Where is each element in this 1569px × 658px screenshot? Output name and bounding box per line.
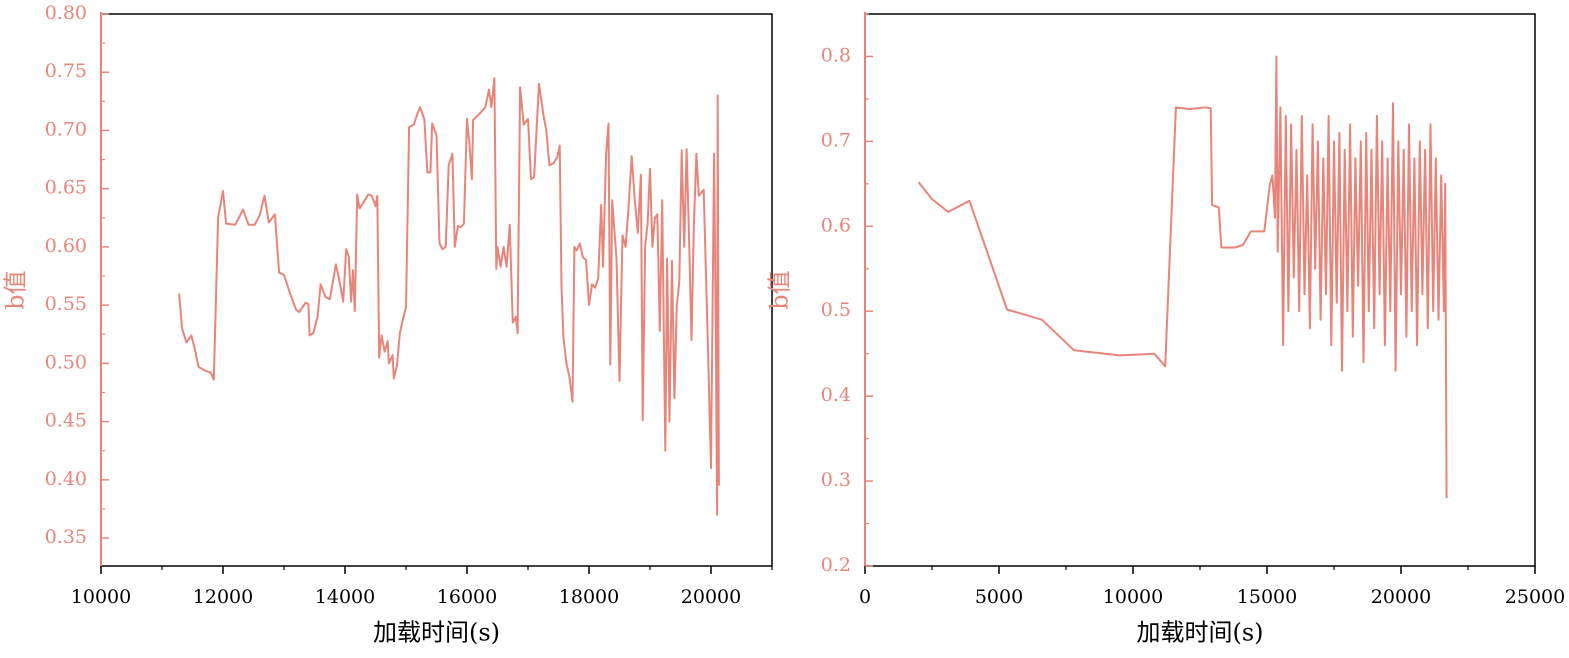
y-tick-label: 0.6 [821,214,851,236]
x-tick-label: 25000 [1505,586,1565,608]
y-tick-label: 0.4 [821,384,851,406]
x-axis-label: 加载时间(s) [1136,619,1263,647]
y-tick-label: 0.65 [45,177,87,199]
y-tick-label: 0.55 [45,293,87,315]
y-tick-label: 0.70 [45,118,87,140]
y-tick-label: 0.3 [821,469,851,491]
x-tick-label: 5000 [975,586,1023,608]
y-tick-label: 0.40 [45,468,87,490]
y-tick-label: 0.45 [45,410,87,432]
x-tick-label: 20000 [1371,586,1431,608]
y-tick-label: 0.35 [45,526,87,548]
x-tick-label: 18000 [559,586,619,608]
y-tick-label: 0.50 [45,351,87,373]
y-tick-label: 0.80 [45,2,87,24]
y-tick-label: 0.75 [45,60,87,82]
y-tick-label: 0.8 [821,44,851,66]
x-axis-label: 加载时间(s) [373,619,500,647]
x-tick-label: 14000 [315,586,375,608]
data-line [178,77,720,516]
y-axis-label: b值 [2,270,30,309]
x-tick-label: 12000 [193,586,253,608]
y-tick-label: 0.60 [45,235,87,257]
x-tick-label: 10000 [1103,586,1163,608]
y-tick-label: 0.2 [821,554,851,576]
y-tick-label: 0.5 [821,299,851,321]
x-tick-label: 20000 [681,586,741,608]
x-tick-label: 15000 [1237,586,1297,608]
y-tick-label: 0.7 [821,129,851,151]
y-axis-label: b值 [766,270,794,309]
x-tick-label: 10000 [71,586,131,608]
x-tick-label: 0 [859,586,871,608]
x-tick-label: 16000 [437,586,497,608]
data-line [917,55,1448,499]
